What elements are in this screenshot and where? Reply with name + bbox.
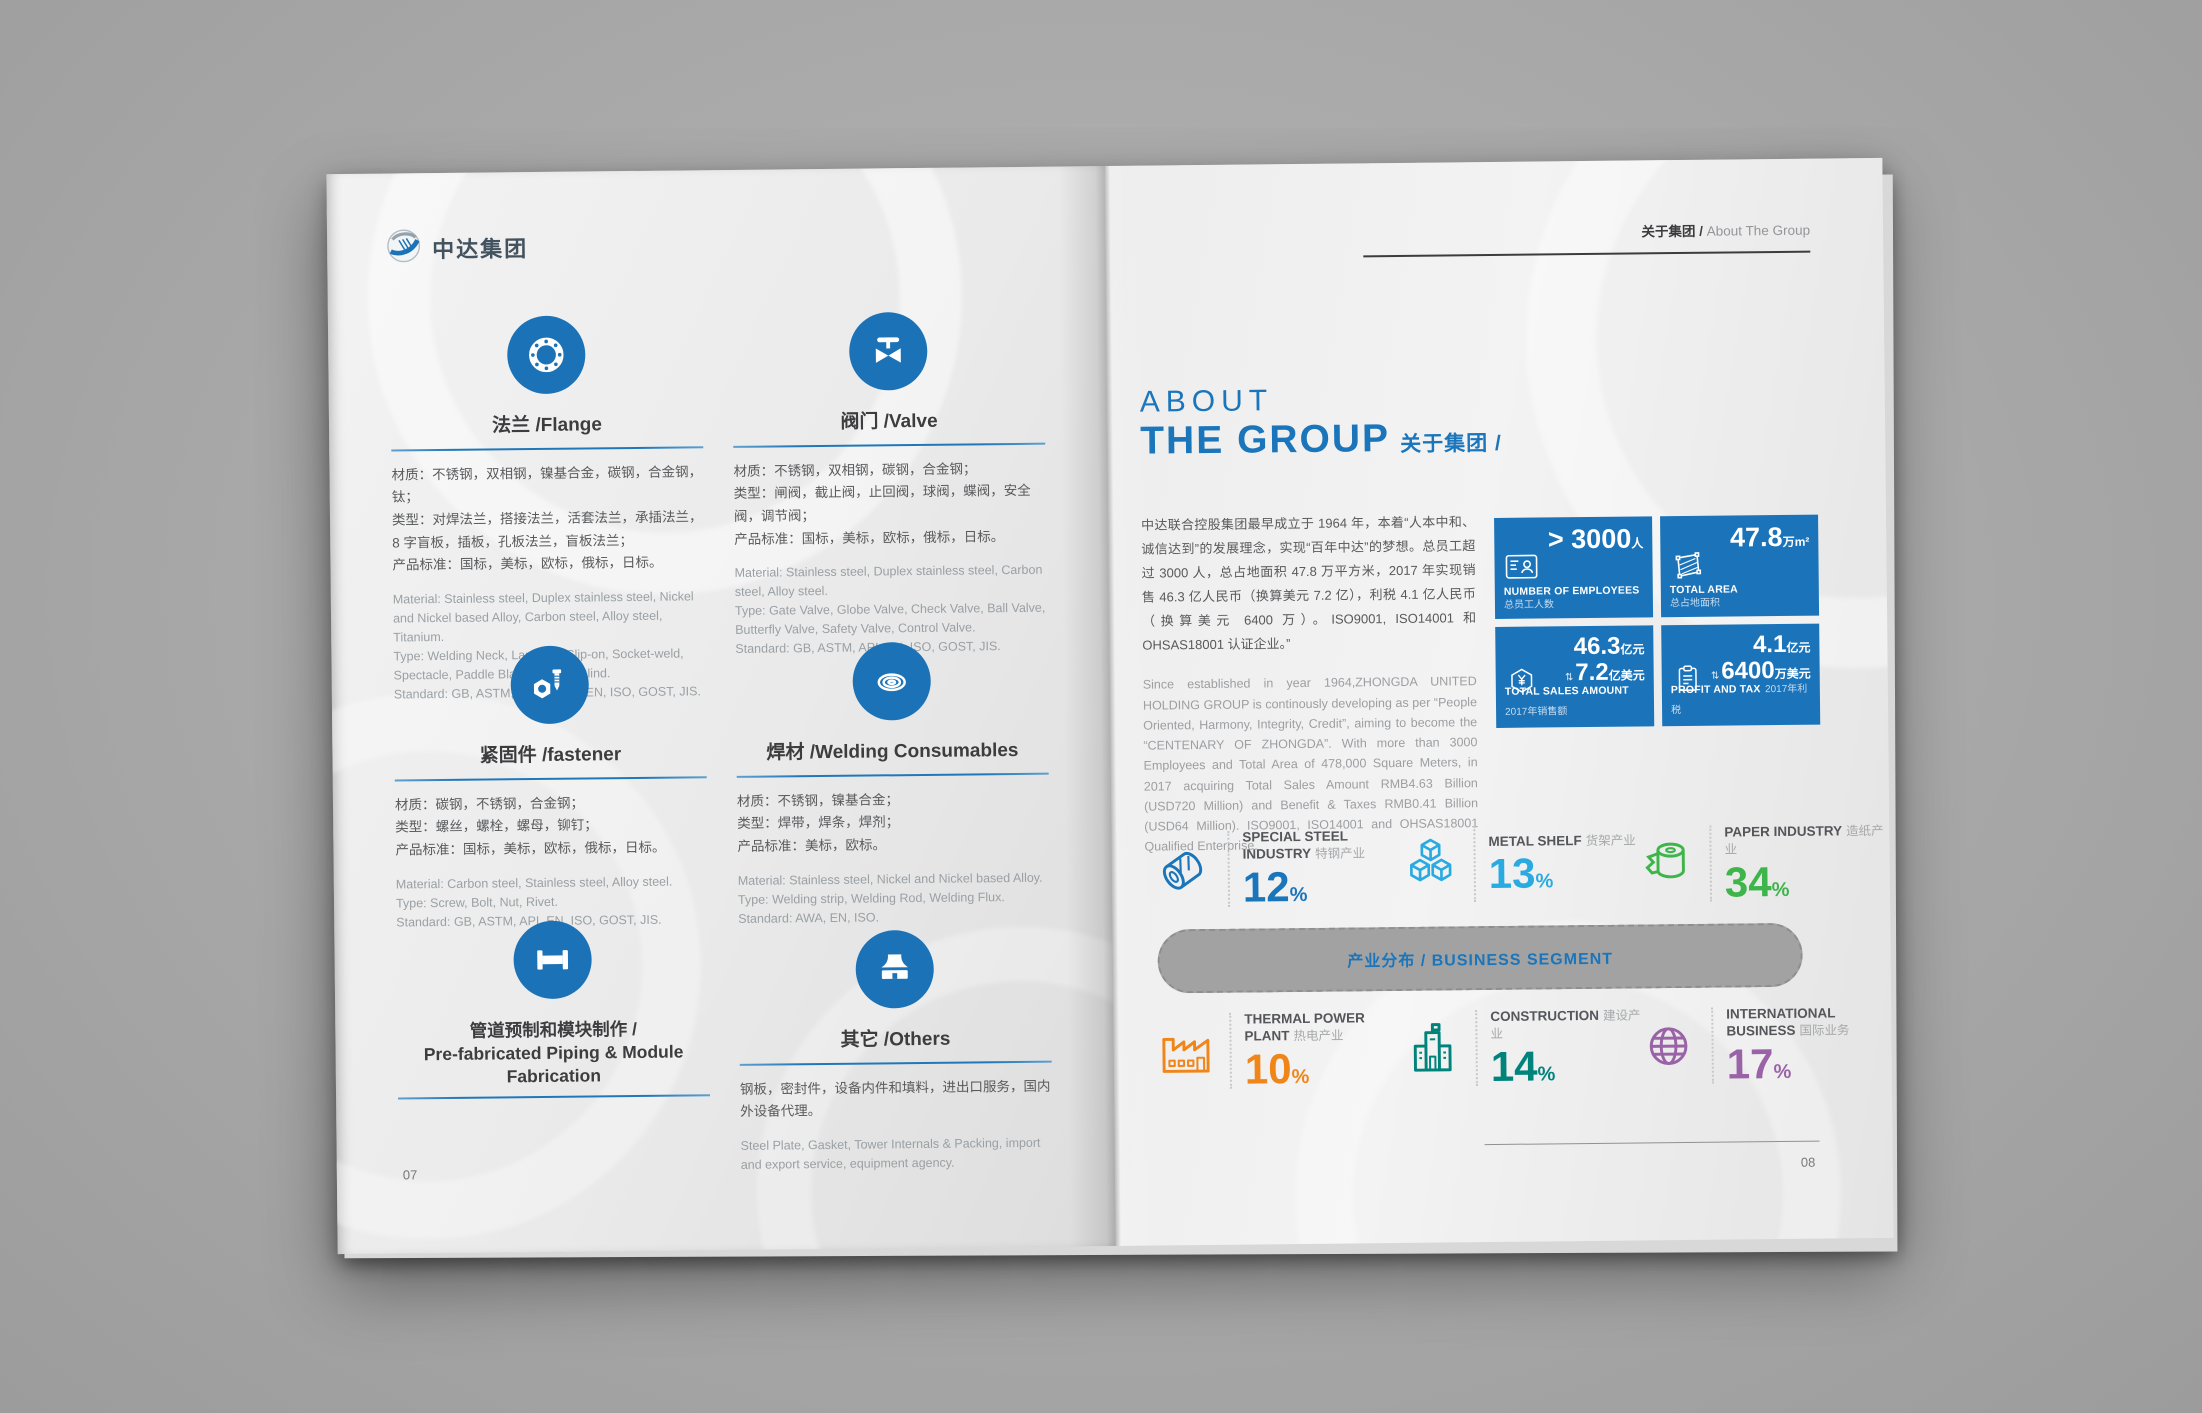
segment-text: CONSTRUCTION 建设产业 14%	[1490, 1007, 1641, 1090]
page-number-right: 08	[1800, 1154, 1816, 1170]
category-title: 焊材 /Welding Consumables	[766, 739, 1019, 764]
segment-construction: CONSTRUCTION 建设产业 14%	[1397, 1006, 1651, 1090]
category-others: 其它 /Others 钢板，密封件，设备内件和填料，进出口服务，国内外设备代理。…	[738, 929, 1053, 1175]
title-underline	[391, 445, 704, 452]
segment-thermal-power: THERMAL POWER PLANT 热电产业 10%	[1151, 1009, 1405, 1093]
company-logo: 中达集团	[385, 226, 528, 269]
cooling-tower-icon	[855, 929, 935, 1009]
page-title: ABOUT THE GROUP 关于集团 /	[1140, 382, 1502, 465]
category-title: 其它 /Others	[840, 1028, 951, 1051]
category-spec-en: Steel Plate, Gasket, Tower Internals & P…	[740, 1135, 1041, 1172]
stat-total-sales: 46.3亿元 ⇅7.2亿美元 TOTAL SALES AMOUNT 2017年销…	[1495, 625, 1655, 728]
category-title: 管道预制和模块制作 / Pre-fabricated Piping & Modu…	[423, 1018, 684, 1086]
segment-metal-shelf: METAL SHELF 货架产业 13%	[1395, 825, 1636, 904]
page-header: 关于集团 / About The Group	[1363, 219, 1810, 245]
segment-paper-industry: PAPER INDUSTRY 造纸产业 34%	[1631, 822, 1885, 906]
category-valve: 阀门 /Valve 材质：不锈钢，双相钢，碳钢，合金钢； 类型：闸阀，截止阀，止…	[732, 311, 1048, 660]
footer-rule	[1484, 1140, 1820, 1146]
dotted-divider	[1709, 825, 1713, 902]
factory-icon	[1151, 1019, 1222, 1084]
right-page: 关于集团 / About The Group ABOUT THE GROUP 关于…	[1104, 157, 1894, 1246]
segment-text: INTERNATIONAL BUSINESS 国际业务 17%	[1726, 1005, 1850, 1088]
business-segment-bar: 产业分布 / BUSINESS SEGMENT	[1157, 922, 1803, 994]
cubes-icon	[1395, 832, 1466, 897]
page-header-rule	[1363, 250, 1811, 258]
category-spec-en: Material: Stainless steel, Nickel and Ni…	[737, 870, 1043, 926]
category-spec-zh: 材质：碳钢，不锈钢，合金钢； 类型：螺丝，螺栓，螺母，铆钉； 产品标准：国标，美…	[394, 795, 666, 858]
dotted-divider	[1229, 1012, 1233, 1089]
category-spec-zh: 材质：不锈钢，双相钢，碳钢，合金钢； 类型：闸阀，截止阀，止回阀，球阀，蝶阀，安…	[733, 461, 1031, 547]
category-fastener: 紧固件 /fastener 材质：碳钢，不锈钢，合金钢； 类型：螺丝，螺栓，螺母…	[393, 644, 708, 932]
stat-total-area: 47.8万m² TOTAL AREA 总占地面积	[1660, 514, 1820, 618]
category-spec-zh: 钢板，密封件，设备内件和填料，进出口服务，国内外设备代理。	[739, 1078, 1051, 1120]
title-underline	[394, 775, 707, 782]
title-underline	[733, 442, 1046, 448]
stat-employees: > 3000人 NUMBER OF EMPLOYEES 总员工人数	[1494, 516, 1654, 619]
stat-box-grid: > 3000人 NUMBER OF EMPLOYEES 总员工人数	[1494, 514, 1821, 728]
title-underline	[739, 1060, 1052, 1066]
area-icon	[1668, 546, 1706, 589]
stat-label: NUMBER OF EMPLOYEES 总员工人数	[1503, 584, 1640, 611]
valve-icon	[848, 311, 928, 391]
pipe-spool-icon	[513, 920, 593, 1000]
fastener-icon	[510, 645, 590, 725]
brochure-spread: 中达集团 法兰 /Flange 材质：不锈钢，双相钢，镍基合金，碳钢，合金钢，钛…	[326, 157, 1898, 1259]
about-paragraph-zh: 中达联合控股集团最早成立于 1964 年，本着“人本中和、诚信达到”的发展理念，…	[1141, 514, 1477, 653]
category-welding-consumables: 焊材 /Welding Consumables 材质：不锈钢，镍基合金； 类型：…	[735, 641, 1050, 929]
dotted-divider	[1711, 1007, 1714, 1084]
segment-international-business: INTERNATIONAL BUSINESS 国际业务 17%	[1633, 1004, 1887, 1088]
category-flange: 法兰 /Flange 材质：不锈钢，双相钢，镍基合金，碳钢，合金钢，钛； 类型：…	[390, 314, 706, 704]
employees-icon	[1502, 547, 1540, 590]
segment-text: METAL SHELF 货架产业 13%	[1488, 832, 1636, 898]
segment-special-steel: SPECIAL STEEL INDUSTRY 特钢产业 12%	[1149, 827, 1403, 911]
globe-icon	[1633, 1014, 1704, 1079]
page-header-en: About The Group	[1702, 222, 1811, 239]
sales-badge-icon	[1504, 662, 1540, 703]
category-title: 紧固件 /fastener	[479, 744, 622, 767]
title-underline	[398, 1094, 711, 1100]
segment-text: THERMAL POWER PLANT 热电产业 10%	[1244, 1010, 1365, 1093]
business-segment-bar-label: 产业分布 / BUSINESS SEGMENT	[1347, 950, 1614, 971]
category-spec-zh: 材质：不锈钢，双相钢，镍基合金，碳钢，合金钢，钛； 类型：对焊法兰，搭接法兰，活…	[391, 463, 703, 573]
profit-clipboard-icon	[1670, 661, 1706, 702]
stat-profit-tax: 4.1亿元 ⇅6400万美元 PROFIT AND TAX 2017年利税	[1661, 623, 1821, 727]
company-logo-icon	[385, 227, 422, 269]
category-prefabricated-piping: 管道预制和模块制作 / Pre-fabricated Piping & Modu…	[396, 919, 711, 1113]
about-paragraphs: 中达联合控股集团最早成立于 1964 年，本着“人本中和、诚信达到”的发展理念，…	[1141, 510, 1479, 857]
steel-pipe-icon	[1149, 837, 1220, 902]
page-title-line1: ABOUT	[1139, 384, 1274, 419]
left-page: 中达集团 法兰 /Flange 材质：不锈钢，双相钢，镍基合金，碳钢，合金钢，钛…	[326, 166, 1116, 1255]
category-title: 法兰 /Flange	[492, 414, 603, 437]
dotted-divider	[1227, 830, 1231, 907]
title-underline	[736, 772, 1049, 778]
dotted-divider	[1475, 1009, 1478, 1086]
stat-label: TOTAL AREA 总占地面积	[1669, 583, 1739, 609]
segment-text: PAPER INDUSTRY 造纸产业 34%	[1724, 823, 1884, 906]
category-title: 阀门 /Valve	[840, 410, 938, 433]
category-spec-zh: 材质：不锈钢，镍基合金； 类型：焊带，焊条，焊剂； 产品标准：美标，欧标。	[736, 791, 900, 854]
flange-icon	[506, 315, 586, 395]
segment-text: SPECIAL STEEL INDUSTRY 特钢产业 12%	[1242, 828, 1366, 911]
paper-roll-icon	[1631, 832, 1702, 897]
stat-label: PROFIT AND TAX 2017年利税	[1670, 683, 1808, 717]
building-icon	[1397, 1016, 1468, 1081]
stat-label: TOTAL SALES AMOUNT 2017年销售额	[1504, 684, 1629, 718]
page-header-zh: 关于集团 /	[1641, 223, 1704, 240]
welding-coil-icon	[852, 641, 932, 721]
company-name: 中达集团	[432, 236, 529, 263]
page-number-left: 07	[402, 1167, 418, 1183]
dotted-divider	[1473, 826, 1477, 903]
page-title-line2: THE GROUP 关于集团 /	[1140, 417, 1502, 463]
page-title-zh: 关于集团 /	[1400, 431, 1502, 456]
